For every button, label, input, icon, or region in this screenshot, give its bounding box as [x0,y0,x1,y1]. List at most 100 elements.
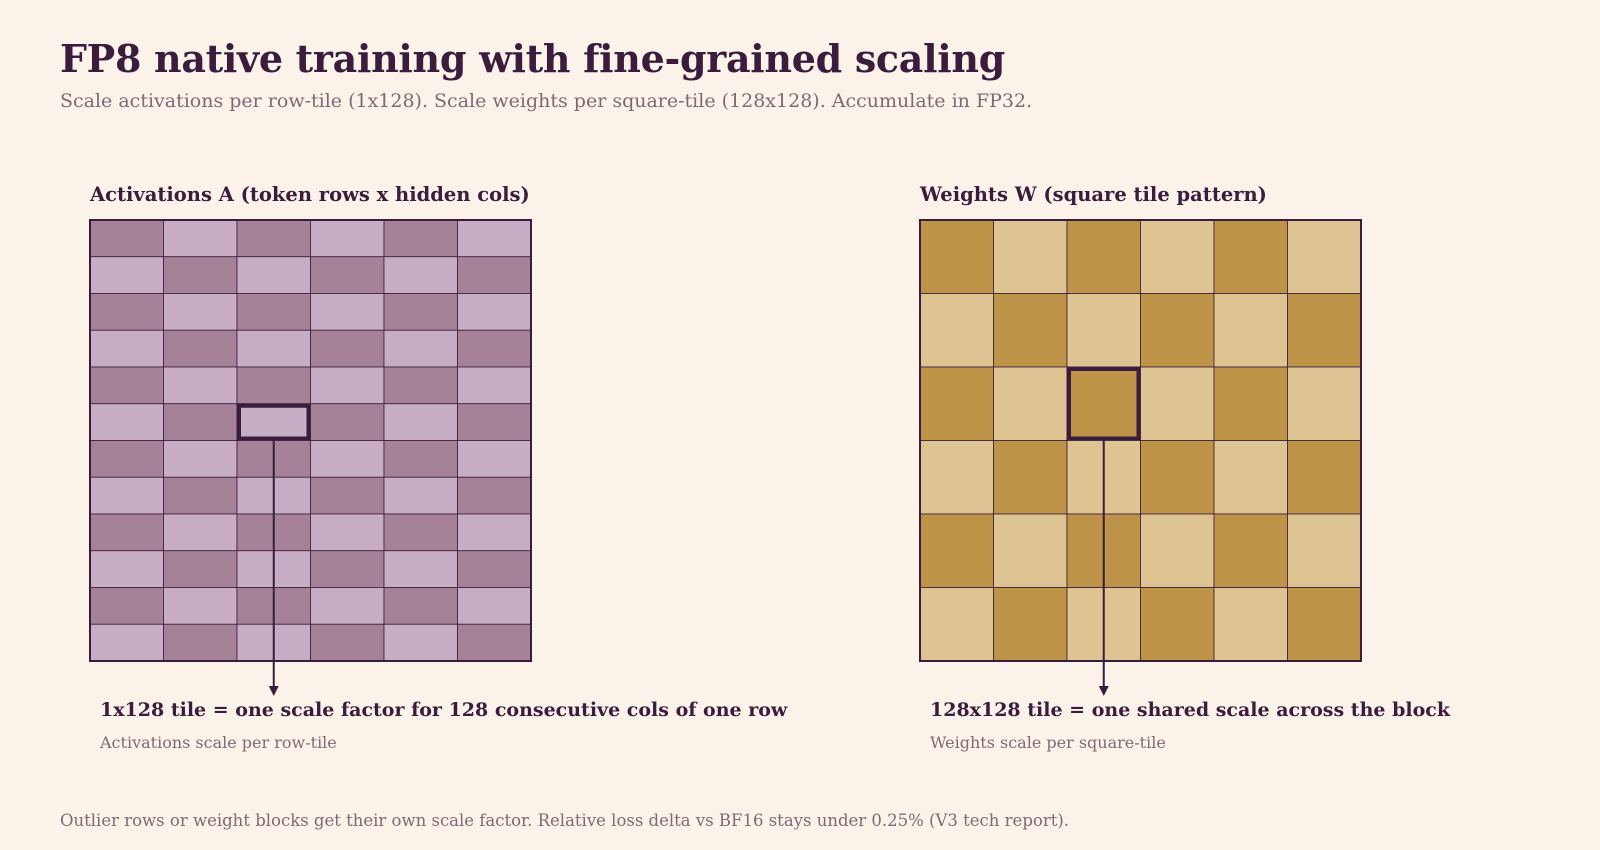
activations-tile [310,476,385,515]
activations-tile [383,550,458,588]
activations-tile [383,513,458,552]
activations-tile [163,256,238,294]
weights-tile [1066,293,1141,368]
weights-tile [919,513,994,588]
activations-tile [457,366,532,405]
activations-tile [236,256,311,294]
weights-tile [919,293,994,368]
activations-tile [457,403,532,441]
activations-tile [310,440,385,478]
weights-tile [919,366,994,441]
activations-tile [89,329,164,368]
activations-tile [310,366,385,405]
activations-tile [89,513,164,552]
weights-tile [1213,440,1288,515]
activations-tile [163,623,238,662]
activations-tile [310,219,385,258]
activations-tile [236,366,311,405]
activations-tile [383,219,458,258]
weights-tile [1287,293,1362,368]
activations-highlight-outline [237,403,311,441]
activations-tile [310,329,385,368]
activations-grid [89,219,532,662]
activations-tile [310,256,385,294]
weights-tile [1140,366,1215,441]
weights-tile [1140,587,1215,662]
weights-tile [1213,513,1288,588]
activations-tile [383,587,458,625]
activations-tile [236,219,311,258]
weights-tile [1287,587,1362,662]
activations-tile [163,219,238,258]
activations-tile [89,440,164,478]
activations-tile [457,440,532,478]
page-subtitle: Scale activations per row-tile (1x128). … [60,90,1033,112]
weights-tile [919,440,994,515]
activations-tile [383,293,458,331]
activations-panel-title: Activations A (token rows x hidden cols) [90,183,530,206]
activations-tile [89,366,164,405]
weights-tile [1213,366,1288,441]
activations-tile [383,329,458,368]
activations-tile [236,293,311,331]
weights-highlight-tile [1067,367,1141,441]
weights-tile [1213,219,1288,294]
weights-tile [1066,219,1141,294]
activations-tile [236,329,311,368]
activations-tile [310,513,385,552]
activations-tile [163,550,238,588]
activations-tile [383,476,458,515]
weights-tile [1140,219,1215,294]
activations-highlight-tile [237,403,311,441]
activations-tile [310,623,385,662]
activations-tile [89,623,164,662]
weights-tile [993,219,1068,294]
activations-tile [383,256,458,294]
weights-tile [1213,293,1288,368]
weights-subcaption: Weights scale per square-tile [930,733,1166,752]
weights-tile [1066,366,1141,441]
activations-tile [89,256,164,294]
weights-highlight-outline [1067,367,1141,441]
weights-tile [1287,366,1362,441]
activations-tile [163,293,238,331]
activations-tile [89,550,164,588]
activations-tile [89,293,164,331]
weights-tile [993,513,1068,588]
weights-tile [1213,587,1288,662]
activations-tile [457,476,532,515]
weights-tile [993,293,1068,368]
activations-tile [163,513,238,552]
activations-tile [457,219,532,258]
activations-tile [89,403,164,441]
activations-caption: 1x128 tile = one scale factor for 128 co… [100,699,788,721]
page-title: FP8 native training with fine-grained sc… [60,36,1005,81]
weights-tile [1140,513,1215,588]
weights-tile [919,219,994,294]
activations-tile [457,513,532,552]
activations-subcaption: Activations scale per row-tile [100,733,337,752]
weights-tile [993,587,1068,662]
weights-tile [1287,513,1362,588]
weights-tile [993,440,1068,515]
activations-tile [310,293,385,331]
activations-tile [163,366,238,405]
activations-tile [89,587,164,625]
weights-tile [1287,440,1362,515]
weights-grid-border [919,219,1362,662]
weights-tile [919,587,994,662]
activations-tile [383,403,458,441]
activations-tile [457,256,532,294]
activations-tile [163,329,238,368]
weights-caption: 128x128 tile = one shared scale across t… [930,699,1450,721]
activations-grid-border [89,219,532,662]
activations-tile [383,440,458,478]
activations-tile [383,366,458,405]
weights-tile [993,366,1068,441]
weights-tile [1140,293,1215,368]
weights-tile [1140,440,1215,515]
activations-tile [310,403,385,441]
activations-tile [163,587,238,625]
activations-tile [457,293,532,331]
